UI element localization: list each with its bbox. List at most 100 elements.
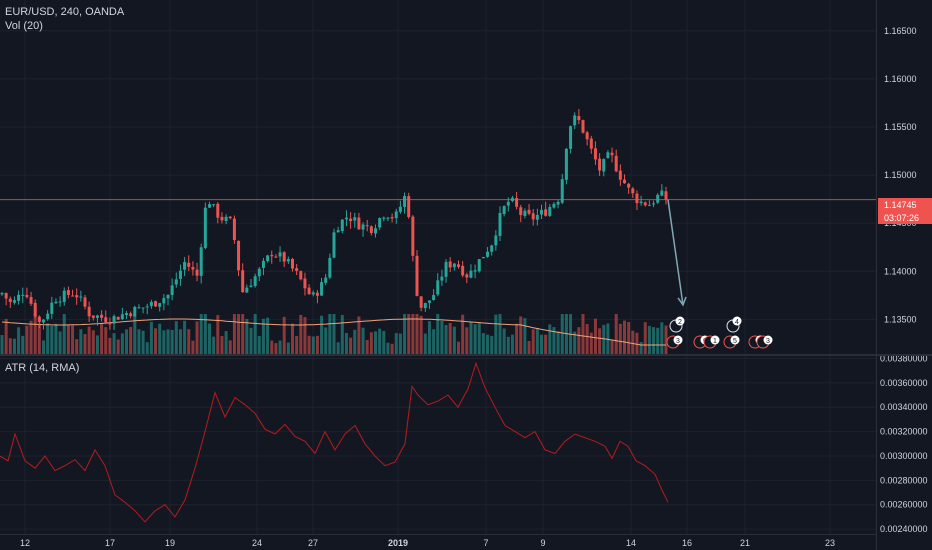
x-tick-label: 2019 bbox=[388, 538, 408, 548]
candle bbox=[523, 208, 527, 219]
last-price-tag: 1.14745 bbox=[878, 198, 932, 211]
volume-bar bbox=[195, 321, 199, 354]
candle bbox=[357, 212, 361, 230]
candle bbox=[187, 255, 191, 272]
candle bbox=[353, 212, 357, 228]
candle bbox=[432, 289, 436, 301]
price-tick-label: 1.15500 bbox=[884, 122, 917, 132]
candle-body bbox=[564, 148, 568, 180]
volume-bar bbox=[353, 329, 357, 354]
volume-bar bbox=[573, 331, 577, 354]
candle-body bbox=[220, 216, 224, 221]
candle-body bbox=[647, 204, 651, 206]
candle bbox=[332, 228, 336, 259]
volume-bar bbox=[261, 318, 265, 354]
volume-bar bbox=[21, 335, 25, 354]
candle bbox=[481, 256, 485, 259]
candle bbox=[133, 305, 137, 317]
atr-pane[interactable] bbox=[0, 361, 669, 523]
candle bbox=[502, 205, 506, 217]
candle-body bbox=[635, 193, 639, 204]
candle-body bbox=[382, 217, 386, 219]
candle-body bbox=[95, 315, 99, 318]
volume-bar bbox=[187, 329, 191, 354]
volume-bar bbox=[627, 321, 631, 354]
candle bbox=[440, 269, 444, 286]
volume-bar bbox=[133, 316, 137, 354]
volume-bar bbox=[560, 314, 564, 354]
candle bbox=[195, 262, 199, 282]
candle-body bbox=[145, 306, 149, 308]
volume-bar bbox=[506, 336, 510, 354]
atr-legend[interactable]: ATR (14, RMA) bbox=[5, 362, 79, 374]
event-badge-dot bbox=[673, 335, 683, 345]
candle bbox=[237, 240, 241, 277]
candle bbox=[274, 254, 278, 258]
x-tick-label: 19 bbox=[165, 538, 175, 548]
volume-bar bbox=[660, 322, 664, 354]
volume-bar bbox=[656, 327, 660, 354]
event-badge: 3 bbox=[666, 335, 683, 349]
candlesticks[interactable] bbox=[0, 109, 668, 331]
candle-body bbox=[519, 207, 523, 216]
x-tick-label: 7 bbox=[483, 538, 488, 548]
volume-bar bbox=[46, 323, 50, 354]
volume-bar bbox=[54, 323, 58, 354]
volume-bar bbox=[145, 342, 149, 354]
volume-bar bbox=[71, 325, 75, 354]
volume-bar bbox=[315, 335, 319, 354]
volume-bar bbox=[33, 314, 37, 354]
candle-body bbox=[232, 218, 236, 240]
volume-bar bbox=[365, 339, 369, 354]
projection-arrow-head bbox=[677, 296, 687, 307]
candle bbox=[145, 303, 149, 315]
candle bbox=[344, 210, 348, 227]
atr-tick-label: 0.00280000 bbox=[880, 475, 928, 485]
candle bbox=[623, 174, 626, 184]
candle bbox=[278, 246, 282, 262]
volume-bar bbox=[37, 323, 41, 354]
candle-body bbox=[17, 294, 21, 301]
candle bbox=[245, 284, 249, 293]
candle bbox=[602, 158, 606, 177]
candle-body bbox=[120, 314, 124, 320]
candle bbox=[349, 212, 353, 229]
candle-body bbox=[282, 252, 286, 262]
candle-body bbox=[133, 306, 137, 317]
volume-bar bbox=[249, 327, 253, 354]
candle-body bbox=[535, 214, 539, 220]
candle-body bbox=[253, 276, 257, 286]
candle bbox=[12, 296, 16, 305]
candle-body bbox=[328, 257, 332, 278]
candle bbox=[286, 256, 290, 264]
candle-body bbox=[266, 255, 270, 262]
volume-bar bbox=[647, 325, 651, 354]
candle bbox=[178, 264, 182, 286]
event-badge-count: 5 bbox=[733, 338, 737, 345]
candle-body bbox=[369, 226, 373, 233]
event-badge-dot bbox=[763, 335, 773, 345]
candle-body bbox=[440, 276, 444, 281]
volume-bar bbox=[477, 323, 481, 354]
event-badge-dot bbox=[732, 316, 742, 326]
candle-body bbox=[540, 209, 543, 215]
volume-bar bbox=[104, 327, 108, 354]
volume-bar bbox=[100, 323, 104, 354]
volume-bar bbox=[631, 330, 635, 354]
candle bbox=[664, 186, 668, 205]
volume-bar bbox=[324, 327, 328, 354]
symbol-legend[interactable]: EUR/USD, 240, OANDA bbox=[5, 6, 125, 18]
candle bbox=[282, 251, 286, 268]
volume-legend[interactable]: Vol (20) bbox=[5, 20, 43, 32]
volume-bar bbox=[79, 329, 83, 354]
candle-body bbox=[357, 217, 361, 230]
candle bbox=[137, 304, 141, 309]
candle bbox=[203, 202, 207, 250]
candle-body bbox=[423, 302, 427, 309]
candle-body bbox=[178, 270, 182, 279]
volume-bar bbox=[270, 340, 274, 354]
candle bbox=[120, 307, 124, 321]
volume-bar bbox=[208, 323, 211, 354]
event-badge-count: 1 bbox=[713, 338, 717, 345]
